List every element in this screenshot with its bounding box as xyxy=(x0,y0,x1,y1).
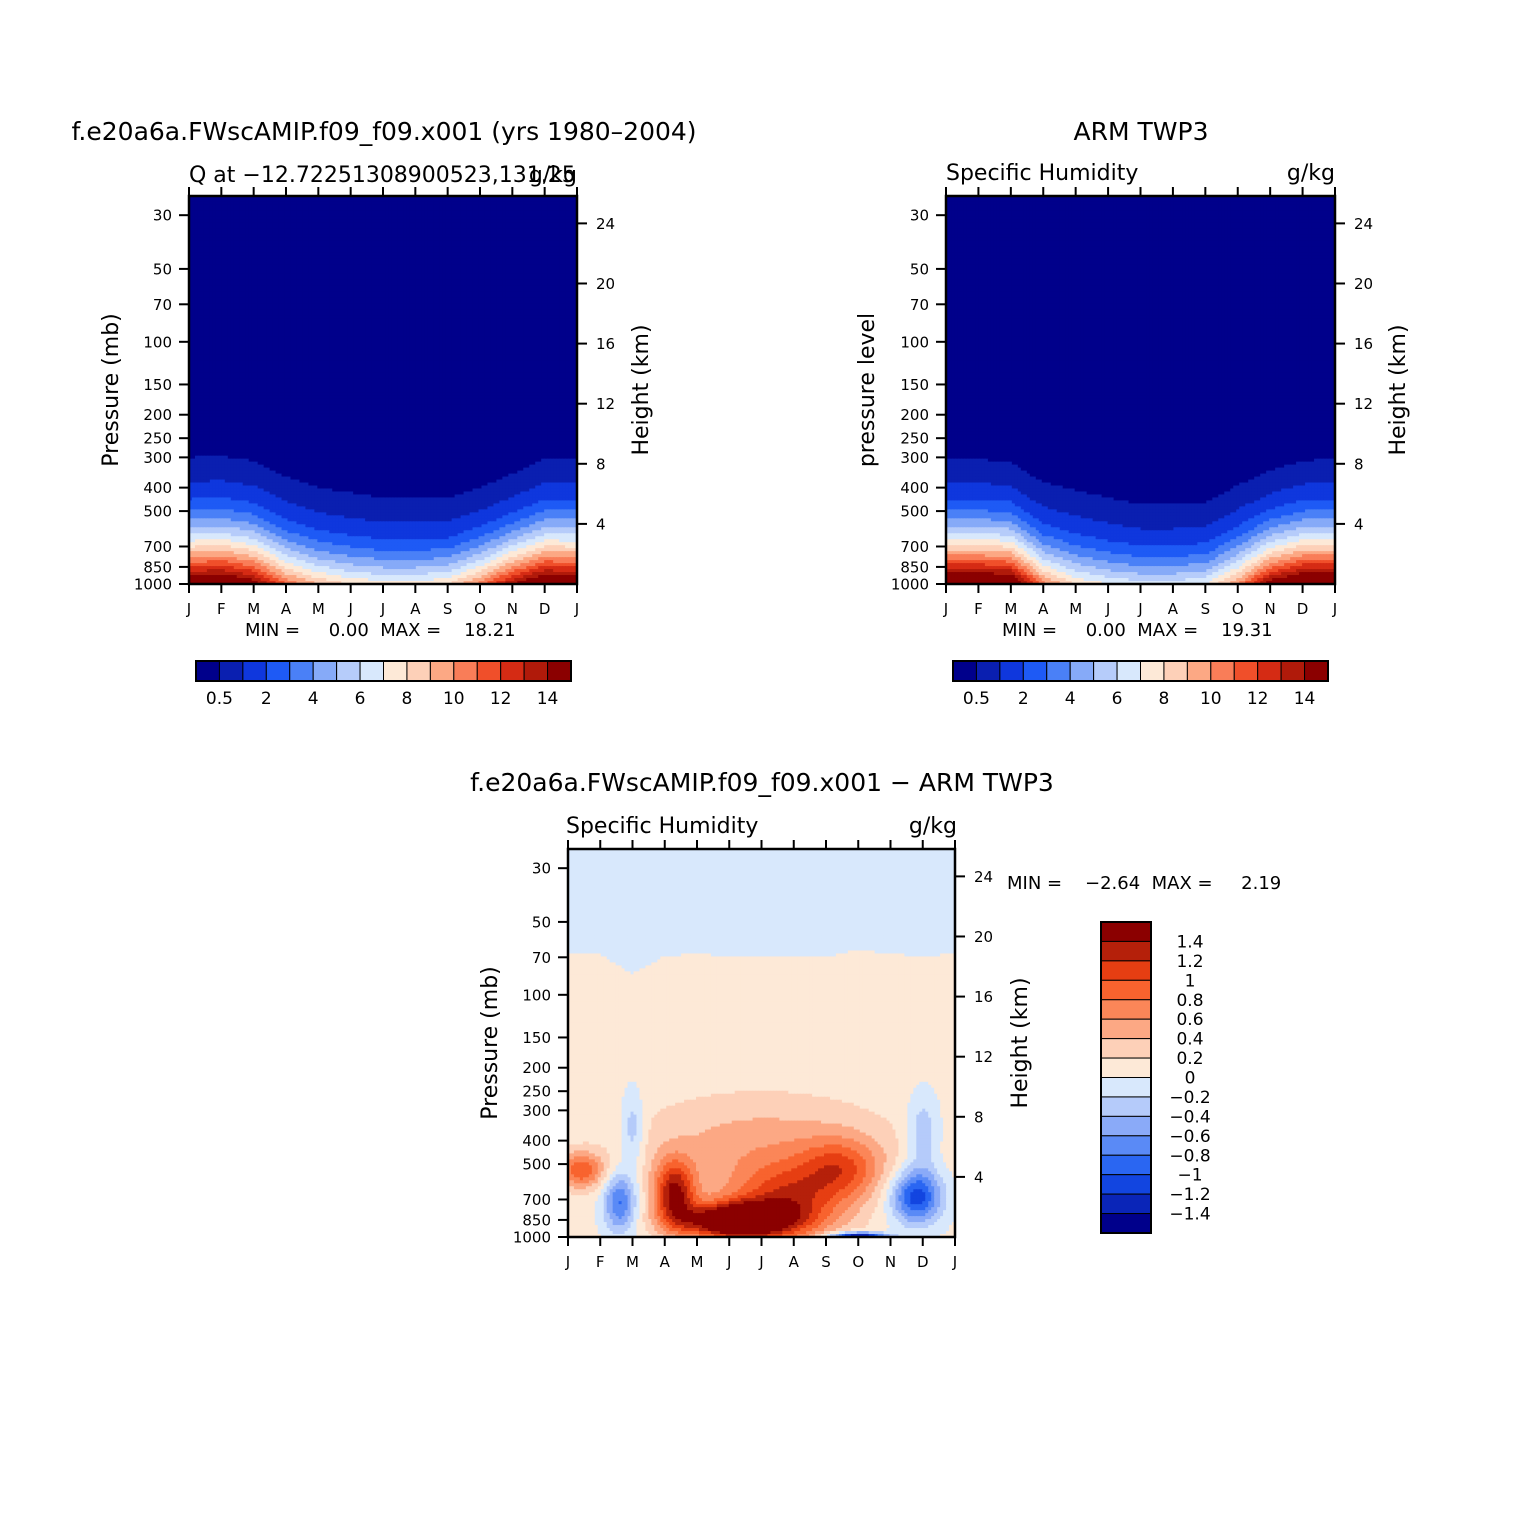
panel-model-title: f.e20a6a.FWscAMIP.f09_f09.x001 (yrs 1980… xyxy=(71,117,696,146)
panel-model: f.e20a6a.FWscAMIP.f09_f09.x001 (yrs 1980… xyxy=(71,117,696,709)
panel-model-subtitle: Q at −12.72251308900523,131.25 xyxy=(189,163,576,188)
panel-model-units: g/kg xyxy=(529,163,577,188)
panel-model-field xyxy=(189,196,578,585)
figure-canvas: f.e20a6a.FWscAMIP.f09_f09.x001 (yrs 1980… xyxy=(0,0,1524,1524)
